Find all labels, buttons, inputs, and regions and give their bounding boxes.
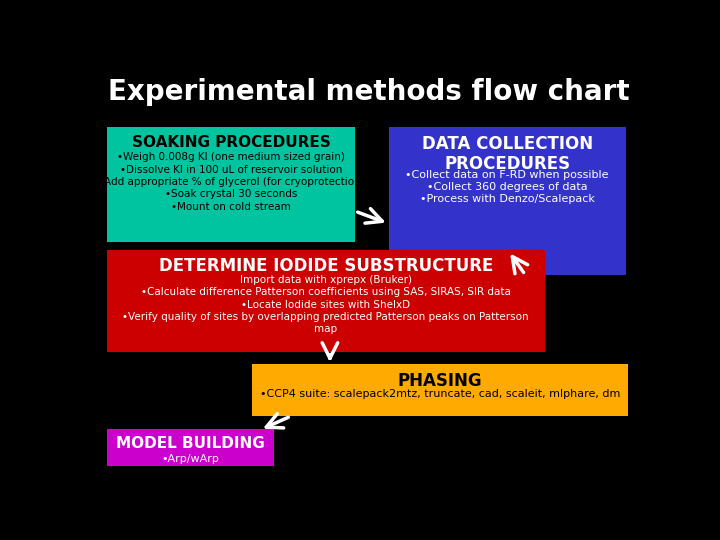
FancyBboxPatch shape — [107, 429, 274, 466]
Text: •Collect data on F-RD when possible
•Collect 360 degrees of data
•Process with D: •Collect data on F-RD when possible •Col… — [405, 170, 609, 204]
Text: DETERMINE IODIDE SUBSTRUCTURE: DETERMINE IODIDE SUBSTRUCTURE — [158, 258, 493, 275]
Text: •CCP4 suite: scalepack2mtz, truncate, cad, scaleit, mlphare, dm: •CCP4 suite: scalepack2mtz, truncate, ca… — [260, 389, 621, 399]
FancyBboxPatch shape — [252, 364, 629, 416]
FancyBboxPatch shape — [107, 127, 355, 241]
Text: SOAKING PROCEDURES: SOAKING PROCEDURES — [132, 134, 330, 150]
FancyBboxPatch shape — [107, 250, 545, 352]
Text: •Arp/wArp: •Arp/wArp — [161, 454, 220, 463]
Text: Experimental methods flow chart: Experimental methods flow chart — [108, 78, 630, 106]
FancyBboxPatch shape — [389, 127, 626, 275]
Text: DATA COLLECTION
PROCEDURES: DATA COLLECTION PROCEDURES — [421, 134, 593, 173]
Text: •Weigh 0.008g KI (one medium sized grain)
•Dissolve KI in 100 uL of reservoir so: •Weigh 0.008g KI (one medium sized grain… — [97, 152, 364, 212]
Text: PHASING: PHASING — [398, 372, 482, 390]
Text: Import data with xprepx (Bruker)
•Calculate difference Patterson coefficients us: Import data with xprepx (Bruker) •Calcul… — [122, 275, 529, 334]
Text: MODEL BUILDING: MODEL BUILDING — [116, 436, 265, 451]
